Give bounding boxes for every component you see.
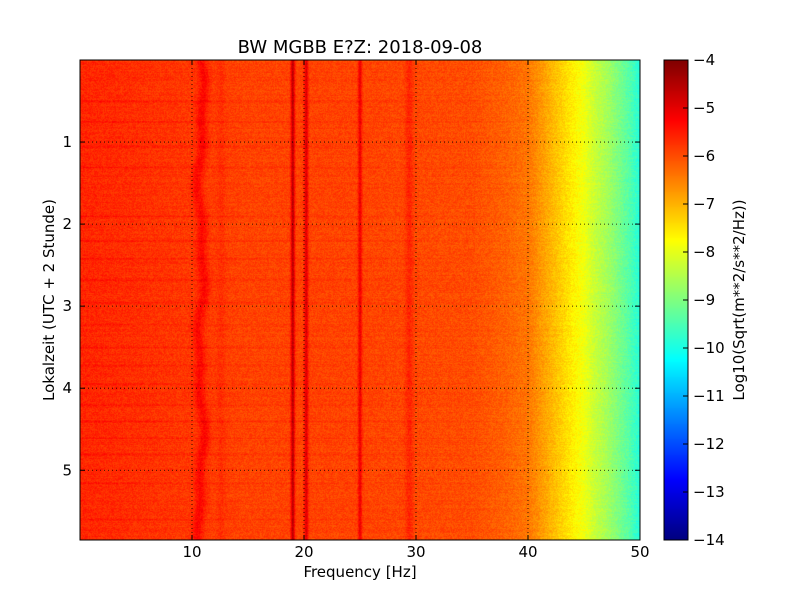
y-tick-label: 4 xyxy=(62,379,72,397)
colorbar-tick-label: −11 xyxy=(693,387,725,405)
y-axis-ticks: 1 2 3 4 5 xyxy=(62,133,640,479)
y-axis-label: Lokalzeit (UTC + 2 Stunde) xyxy=(40,199,58,401)
colorbar-tick-label: −10 xyxy=(693,339,725,357)
colorbar-tick-label: −8 xyxy=(693,243,715,261)
x-axis-label: Frequency [Hz] xyxy=(303,563,416,581)
colorbar-tick-label: −14 xyxy=(693,531,725,549)
y-tick-label: 2 xyxy=(62,215,72,233)
colorbar-label: Log10(Sqrt(m**2/s**2/Hz)) xyxy=(730,199,748,400)
x-tick-label: 50 xyxy=(630,543,649,561)
x-tick-label: 20 xyxy=(294,543,313,561)
y-tick-label: 3 xyxy=(62,297,72,315)
colorbar-tick-label: −5 xyxy=(693,99,715,117)
plot-frame xyxy=(79,59,641,541)
colorbar-tick-label: −6 xyxy=(693,147,715,165)
colorbar-tick-label: −12 xyxy=(693,435,725,453)
spectrogram-heatmap xyxy=(80,60,640,540)
y-tick-label: 5 xyxy=(62,461,72,479)
x-tick-label: 40 xyxy=(518,543,537,561)
x-axis-ticks: 10 20 30 40 50 xyxy=(182,60,650,561)
chart-title: BW MGBB E?Z: 2018-09-08 xyxy=(238,37,483,58)
colorbar-tick-label: −4 xyxy=(693,51,715,69)
grid-lines xyxy=(80,60,640,540)
plot-image-holder xyxy=(80,60,640,540)
colorbar-ticks: −4 −5 −6 −7 −8 −9 −10 −11 −12 −13 −14 xyxy=(683,51,725,549)
x-tick-label: 10 xyxy=(182,543,201,561)
x-tick-label: 30 xyxy=(406,543,425,561)
colorbar-tick-label: −7 xyxy=(693,195,715,213)
colorbar-tick-label: −13 xyxy=(693,483,725,501)
y-tick-label: 1 xyxy=(62,133,72,151)
colorbar-tick-label: −9 xyxy=(693,291,715,309)
